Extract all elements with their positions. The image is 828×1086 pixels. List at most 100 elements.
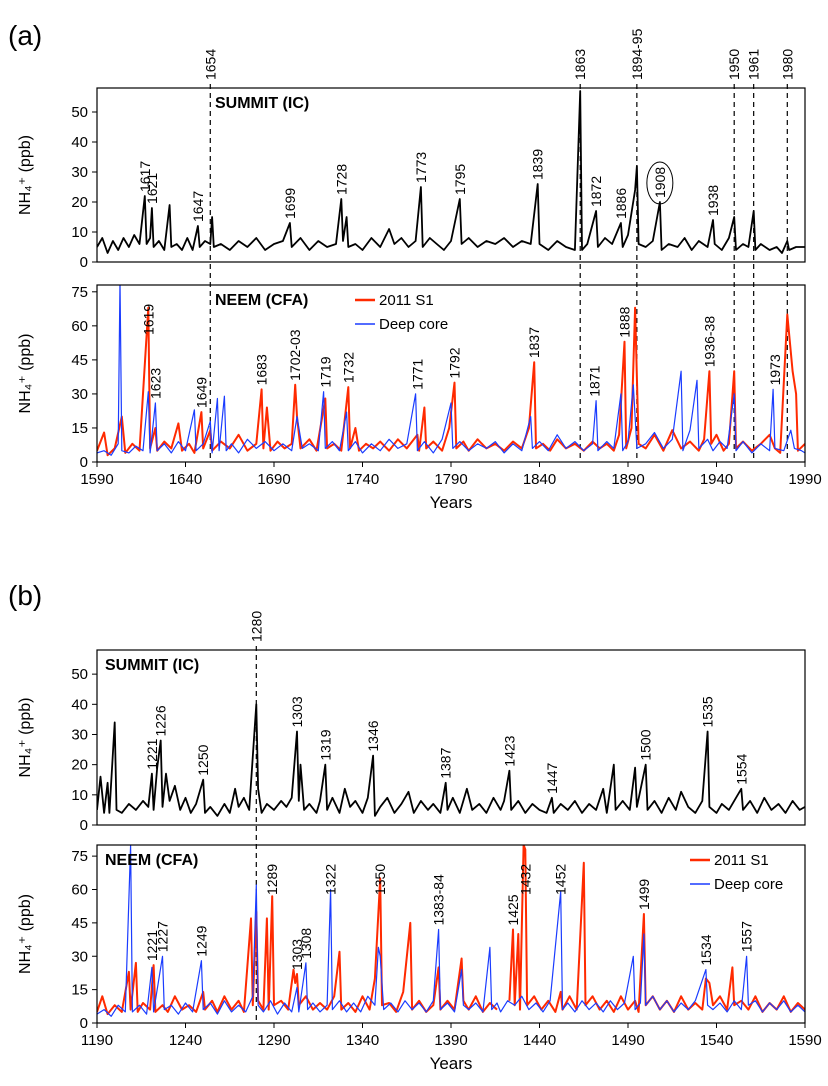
x-axis-label: Years <box>430 1054 473 1073</box>
legend-label: Deep core <box>379 316 448 333</box>
peak-label: 1452 <box>553 864 569 895</box>
x-tick-label: 1190 <box>81 1032 113 1049</box>
y-tick-label: 40 <box>71 134 88 151</box>
peak-label: 1702-03 <box>287 329 303 381</box>
reference-label: 1863 <box>572 49 588 80</box>
x-tick-label: 1740 <box>346 471 379 488</box>
peak-label: 1319 <box>317 729 333 760</box>
y-tick-label: 45 <box>71 352 88 369</box>
y-tick-label: 30 <box>71 726 88 743</box>
plot-frame <box>96 284 806 463</box>
x-tick-label: 1890 <box>611 471 644 488</box>
peak-label: 1249 <box>193 925 209 956</box>
peak-label: 1623 <box>147 368 163 399</box>
peak-label: 1771 <box>409 359 425 390</box>
panel-label: (b) <box>8 580 42 611</box>
panel-title: NEEM (CFA) <box>215 292 308 309</box>
peak-label: 1837 <box>526 327 542 358</box>
y-tick-label: 30 <box>71 164 88 181</box>
data-line <box>97 845 805 1017</box>
peak-label: 1792 <box>447 347 463 378</box>
y-axis-label: NH₄⁺ (ppb) <box>17 334 34 414</box>
peak-label: 1617 <box>137 161 153 192</box>
peak-label: 1557 <box>739 921 755 952</box>
x-tick-label: 1690 <box>257 471 290 488</box>
label-circle <box>646 161 674 205</box>
y-tick-label: 0 <box>80 817 88 834</box>
peak-label: 1535 <box>700 696 716 727</box>
peak-label: 1649 <box>193 377 209 408</box>
plot-area <box>97 845 805 1017</box>
peak-label: 1888 <box>616 306 632 337</box>
y-tick-label: 0 <box>80 454 88 471</box>
data-line <box>97 285 805 456</box>
peak-label: 1699 <box>282 188 298 219</box>
peak-label: 1250 <box>195 744 211 775</box>
peak-label: 1499 <box>636 879 652 910</box>
x-tick-label: 1540 <box>700 1032 733 1049</box>
y-tick-label: 15 <box>71 982 88 999</box>
legend-label: Deep core <box>714 876 783 893</box>
panel-title: SUMMIT (IC) <box>215 95 309 112</box>
peak-label: 1886 <box>613 188 629 219</box>
y-tick-label: 45 <box>71 915 88 932</box>
reference-label: 1980 <box>779 49 795 80</box>
peak-label: 1221 <box>144 738 160 769</box>
reference-label: 1280 <box>248 611 264 642</box>
peak-label: 1308 <box>298 928 314 959</box>
peak-label: 1500 <box>638 729 654 760</box>
peak-label: 1221 <box>144 930 160 961</box>
x-tick-label: 1340 <box>346 1032 379 1049</box>
y-tick-label: 30 <box>71 386 88 403</box>
peak-label: 1728 <box>333 164 349 195</box>
data-line <box>97 703 805 817</box>
x-tick-label: 1940 <box>700 471 733 488</box>
peak-label: 1619 <box>140 304 156 335</box>
legend-label: 2011 S1 <box>379 292 434 309</box>
peak-label: 1423 <box>501 735 517 766</box>
peak-label: 1289 <box>264 864 280 895</box>
peak-label: 1346 <box>365 720 381 751</box>
peak-label: 1322 <box>323 864 339 895</box>
y-tick-label: 75 <box>71 284 88 301</box>
peak-label: 1719 <box>317 356 333 387</box>
peak-label: 1872 <box>588 176 604 207</box>
x-tick-label: 1440 <box>523 1032 556 1049</box>
peak-label: 1908 <box>652 167 668 198</box>
peak-label: 1683 <box>254 354 270 385</box>
y-tick-label: 0 <box>80 1015 88 1032</box>
plot-area <box>97 285 805 457</box>
plot-area <box>97 90 805 254</box>
y-tick-label: 75 <box>71 848 88 865</box>
reference-label: 1894-95 <box>629 28 645 80</box>
peak-label: 1936-38 <box>701 316 717 368</box>
y-axis-label: NH₄⁺ (ppb) <box>17 698 34 778</box>
plot-frame <box>96 844 806 1024</box>
x-tick-label: 1290 <box>257 1032 290 1049</box>
peak-label: 1647 <box>190 191 206 222</box>
y-tick-label: 10 <box>71 787 88 804</box>
y-tick-label: 50 <box>71 104 88 121</box>
peak-label: 1973 <box>767 354 783 385</box>
y-tick-label: 30 <box>71 948 88 965</box>
reference-label: 1961 <box>746 49 762 80</box>
data-line <box>97 90 805 254</box>
peak-label: 1554 <box>733 753 749 784</box>
x-tick-label: 1240 <box>169 1032 202 1049</box>
x-tick-label: 1840 <box>523 471 556 488</box>
x-tick-label: 1590 <box>80 471 113 488</box>
y-tick-label: 10 <box>71 224 88 241</box>
x-tick-label: 1490 <box>611 1032 644 1049</box>
y-axis-label: NH₄⁺ (ppb) <box>17 135 34 215</box>
peak-label: 1432 <box>517 864 533 895</box>
x-axis-label: Years <box>430 493 473 512</box>
peak-label: 1534 <box>698 934 714 965</box>
x-tick-label: 1590 <box>788 1032 821 1049</box>
y-tick-label: 40 <box>71 696 88 713</box>
data-line <box>97 306 805 457</box>
y-tick-label: 15 <box>71 420 88 437</box>
peak-label: 1621 <box>144 173 160 204</box>
peak-label: 1303 <box>289 939 305 970</box>
panel-label: (a) <box>8 20 42 51</box>
